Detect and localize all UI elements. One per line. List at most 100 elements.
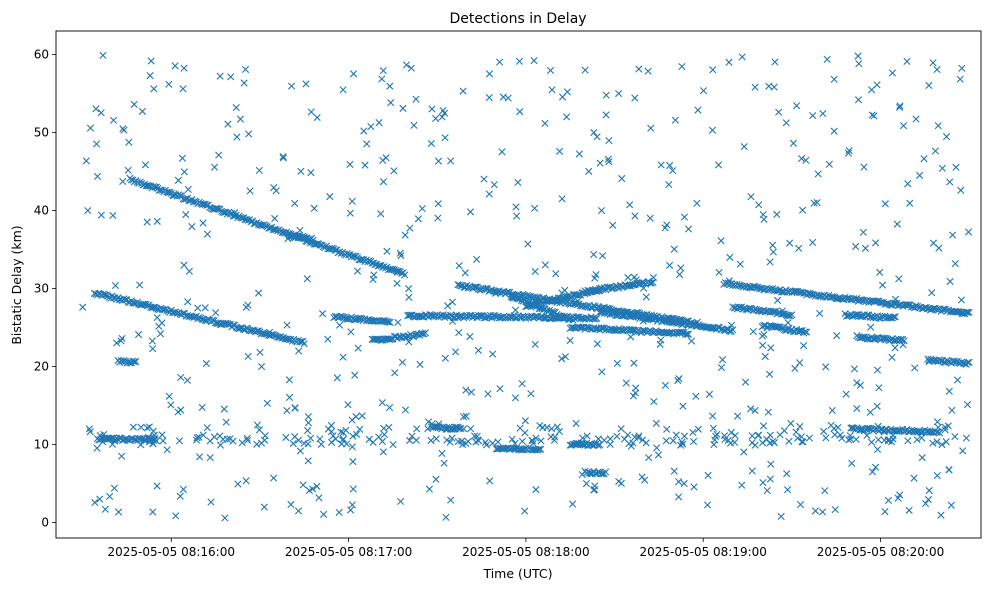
data-point bbox=[951, 432, 959, 441]
data-point bbox=[216, 432, 224, 440]
y-tick-label: 50 bbox=[34, 125, 49, 139]
data-point bbox=[672, 431, 680, 439]
data-point bbox=[962, 308, 970, 316]
x-tick-label: 2025-05-05 08:20:00 bbox=[817, 545, 944, 559]
data-point bbox=[890, 313, 898, 321]
data-point bbox=[628, 281, 636, 289]
data-point bbox=[537, 437, 545, 445]
data-point bbox=[679, 440, 687, 448]
data-point bbox=[903, 301, 911, 309]
data-point bbox=[457, 424, 465, 433]
y-tick-label: 0 bbox=[41, 515, 49, 529]
data-point bbox=[155, 186, 164, 194]
data-point bbox=[618, 312, 626, 320]
data-point bbox=[795, 327, 803, 335]
y-tick-label: 40 bbox=[34, 203, 49, 217]
data-point bbox=[532, 298, 540, 307]
data-point bbox=[890, 337, 898, 345]
data-point bbox=[572, 441, 580, 449]
data-point bbox=[296, 338, 304, 346]
data-point bbox=[681, 330, 690, 338]
data-point bbox=[129, 357, 137, 365]
data-point bbox=[644, 315, 653, 323]
data-point bbox=[99, 438, 107, 446]
y-tick-label: 10 bbox=[34, 437, 49, 451]
data-point bbox=[284, 335, 292, 343]
data-point bbox=[766, 285, 774, 293]
data-point bbox=[387, 265, 396, 274]
data-point bbox=[735, 281, 743, 290]
data-point bbox=[511, 439, 519, 447]
data-point bbox=[309, 236, 317, 244]
data-point bbox=[929, 439, 937, 447]
data-point bbox=[327, 245, 335, 253]
data-point bbox=[544, 297, 552, 305]
data-point bbox=[677, 328, 685, 336]
data-point bbox=[373, 335, 381, 343]
data-point bbox=[610, 326, 619, 334]
data-point bbox=[448, 434, 456, 442]
x-tick-label: 2025-05-05 08:17:00 bbox=[285, 545, 412, 559]
data-point bbox=[458, 437, 466, 445]
data-point bbox=[964, 308, 972, 316]
data-point bbox=[352, 430, 361, 438]
data-point bbox=[913, 436, 921, 444]
data-point bbox=[199, 431, 207, 439]
data-point bbox=[597, 470, 605, 478]
data-point bbox=[847, 424, 855, 432]
data-point bbox=[481, 438, 490, 446]
x-axis-label: Time (UTC) bbox=[482, 566, 552, 581]
data-point bbox=[664, 329, 672, 337]
data-point bbox=[427, 311, 435, 320]
data-point bbox=[731, 432, 739, 440]
data-point bbox=[535, 445, 543, 453]
data-point bbox=[476, 312, 484, 320]
data-point bbox=[594, 441, 602, 449]
data-point bbox=[609, 309, 617, 317]
data-point bbox=[300, 340, 308, 348]
data-point bbox=[791, 287, 799, 295]
y-tick-label: 60 bbox=[34, 47, 49, 61]
data-point bbox=[540, 314, 548, 322]
data-point bbox=[282, 433, 290, 442]
data-point bbox=[495, 314, 503, 322]
data-point bbox=[158, 431, 166, 439]
data-point bbox=[259, 221, 267, 230]
data-point bbox=[689, 437, 698, 446]
data-point bbox=[606, 435, 614, 443]
data-point bbox=[631, 433, 639, 441]
data-point bbox=[918, 434, 926, 442]
data-point bbox=[755, 284, 763, 292]
data-point bbox=[291, 433, 299, 441]
data-point bbox=[378, 317, 387, 325]
data-point bbox=[531, 313, 539, 321]
data-point bbox=[369, 438, 377, 446]
data-point bbox=[237, 213, 245, 222]
data-point bbox=[583, 432, 591, 440]
data-point bbox=[851, 311, 859, 319]
data-point bbox=[704, 323, 712, 331]
data-point bbox=[216, 441, 225, 449]
data-point bbox=[253, 440, 261, 448]
data-point bbox=[831, 431, 839, 439]
data-point bbox=[537, 445, 545, 453]
data-point bbox=[863, 424, 871, 432]
data-point bbox=[662, 437, 670, 445]
data-point bbox=[801, 328, 809, 336]
data-point bbox=[470, 283, 478, 291]
data-point bbox=[606, 440, 614, 448]
data-point bbox=[219, 208, 227, 216]
data-point bbox=[735, 303, 743, 311]
data-point bbox=[488, 439, 497, 447]
data-point bbox=[780, 326, 789, 334]
data-point bbox=[788, 311, 796, 319]
x-tick-label: 2025-05-05 08:16:00 bbox=[108, 545, 235, 559]
data-point bbox=[876, 298, 885, 307]
data-point bbox=[211, 319, 220, 327]
data-point bbox=[355, 314, 363, 322]
data-point bbox=[356, 256, 364, 264]
data-point bbox=[243, 324, 251, 332]
data-point bbox=[96, 431, 104, 440]
data-point bbox=[136, 434, 144, 443]
